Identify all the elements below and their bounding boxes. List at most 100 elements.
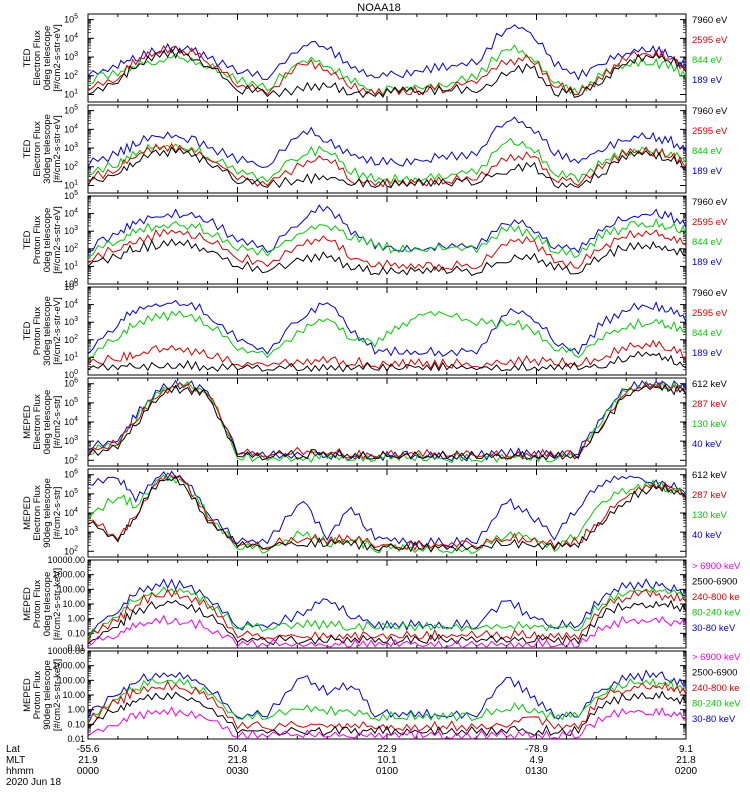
y-tick-label: 104: [64, 416, 78, 427]
footer-tick-lat: 50.4: [228, 744, 248, 755]
y-tick-label: 104: [64, 32, 78, 43]
legend-entry: 7960 eV: [692, 197, 728, 208]
y-tick-label: 102: [64, 454, 78, 465]
y-tick-label: 103: [64, 435, 78, 446]
series-line-2: [87, 137, 687, 185]
series-line-4: [87, 599, 687, 646]
series-line-5: [87, 614, 687, 649]
y-tick-label: 0.01: [67, 643, 85, 653]
legend-entry: > 6900 keV: [692, 652, 741, 663]
y-tick-label: 10.00: [62, 599, 85, 609]
y-tick-label: 1000.00: [52, 661, 85, 671]
series-line-2: [87, 586, 687, 638]
footer-tick-mlt: 21.8: [228, 755, 248, 766]
y-axis-label-line: Proton Flux: [32, 306, 43, 355]
series-line-1: [87, 578, 687, 634]
y-axis-label-line: MEPED: [22, 678, 33, 712]
footer-tick-lat: -55.6: [77, 744, 100, 755]
y-axis-label-line: MEPED: [22, 587, 33, 621]
legend-entry: 80-240 keV: [692, 608, 741, 619]
legend-entry: 189 eV: [692, 166, 723, 177]
figure-title: NOAA18: [357, 2, 400, 14]
y-axis-label-line: [#/cm2-s-str]: [52, 396, 63, 449]
legend-entry: 240-800 ke: [692, 592, 740, 603]
y-tick-label: 103: [64, 316, 78, 327]
series-line-2: [87, 44, 687, 96]
y-tick-label: 105: [64, 105, 78, 116]
y-axis-label-line: Proton Flux: [32, 670, 43, 719]
y-tick-label: 0.10: [67, 719, 85, 729]
y-axis-label-line: 30deg telescope: [42, 296, 53, 366]
footer-date: 2020 Jun 18: [6, 777, 61, 788]
y-axis-label: TED Electron Flux 0deg telescope [#/cm2-s-s…: [22, 24, 63, 92]
y-tick-label: 1.00: [67, 705, 85, 715]
series-line-1: [87, 379, 687, 462]
panel-4: 100 101 102 103 104 105 7960 eV 2595 eV 844 eV 18…: [22, 281, 728, 380]
series-line-2: [87, 217, 687, 259]
legend-entry: 7960 eV: [692, 15, 728, 26]
y-tick-label: 103: [64, 225, 78, 236]
y-tick-label: 102: [64, 334, 78, 345]
y-tick-label: 101: [64, 260, 78, 271]
panel-frame: [87, 377, 687, 467]
series-line-1: [87, 299, 687, 357]
y-axis-label-line: 30deg telescope: [42, 114, 53, 184]
y-axis-label: MEPED Proton Flux 90deg telescope [#/cm2-s-…: [22, 659, 63, 731]
legend-entry: 30-80 keV: [692, 623, 736, 634]
legend-entry: 240-800 ke: [692, 683, 740, 694]
y-tick-label: 100.00: [57, 675, 85, 685]
y-axis-label-line: Electron Flux: [32, 30, 43, 86]
y-axis-label: TED Electron Flux 30deg telescope [#/cm2-s-…: [22, 114, 63, 184]
footer-tick-hhmm: 0000: [77, 766, 100, 777]
panel-7: 0.01 0.10 1.00 10.00 100.00 1000.00 10000.00 > …: [22, 555, 741, 653]
legend-entry: > 6900 keV: [692, 561, 741, 572]
footer-label-mlt: MLT: [6, 755, 25, 766]
legend-entry: 40 keV: [692, 439, 722, 450]
y-tick-label: 1000.00: [52, 570, 85, 580]
panel-2: 101 102 103 104 105 7960 eV 2595 eV 844 eV 189 e…: [22, 104, 728, 194]
legend-entry: 612 keV: [692, 379, 728, 390]
panel-8: 0.01 0.10 1.00 10.00 100.00 1000.00 10000.00 > …: [22, 646, 741, 744]
y-tick-label: 105: [64, 190, 78, 201]
y-axis-label-line: MEPED: [22, 496, 33, 530]
y-axis-label-line: TED: [22, 139, 33, 158]
legend-entry: 30-80 keV: [692, 714, 736, 725]
y-tick-label: 105: [64, 14, 78, 25]
legend-entry: 130 keV: [692, 419, 728, 430]
y-axis-label-line: [#/cm2-s-str-keV]: [52, 568, 63, 640]
y-axis-label-line: [#/cm2-s-str-eV]: [52, 115, 63, 183]
footer-label-hhmm: hhmm: [6, 766, 34, 777]
footer-tick-hhmm: 0200: [675, 766, 698, 777]
legend-entry: 844 eV: [692, 328, 723, 339]
series-line-3: [87, 472, 687, 552]
series-line-4: [87, 383, 687, 461]
y-tick-label: 100: [64, 369, 78, 380]
y-tick-label: 10000.00: [47, 646, 85, 656]
series-line-2: [87, 677, 687, 724]
y-axis-label: MEPED Electron Flux 0deg telescope [#/cm2-s…: [22, 390, 63, 454]
series-line-4: [87, 146, 687, 189]
y-tick-label: 102: [64, 161, 78, 172]
legend-entry: 2500-6900: [692, 668, 737, 679]
y-tick-label: 105: [64, 397, 78, 408]
legend-entry: 844 eV: [692, 55, 723, 66]
legend-entry: 2595 eV: [692, 35, 728, 46]
y-axis-label-line: [#/cm2-s-str]: [52, 487, 63, 540]
legend-entry: 7960 eV: [692, 288, 728, 299]
legend-entry: 80-240 keV: [692, 699, 741, 710]
footer-tick-mlt: 21.8: [676, 755, 696, 766]
series-line-3: [87, 680, 687, 732]
series-line-3: [87, 588, 687, 642]
y-axis-label-line: 0deg telescope: [42, 26, 53, 90]
y-tick-label: 105: [64, 488, 78, 499]
legend-entry: 130 keV: [692, 510, 728, 521]
legend-entry: 844 eV: [692, 237, 723, 248]
legend-entry: 2500-6900: [692, 577, 737, 588]
series-line-1: [87, 470, 687, 549]
footer-tick-hhmm: 0130: [525, 766, 548, 777]
legend-entry: 189 eV: [692, 257, 723, 268]
y-tick-label: 10.00: [62, 690, 85, 700]
panels-group: 101 102 103 104 105 7960 eV 2595 eV 844 eV 189 e…: [22, 13, 741, 744]
panel-5: 102 103 104 105 106 612 keV 287 keV 130 keV 40 k…: [22, 377, 728, 467]
